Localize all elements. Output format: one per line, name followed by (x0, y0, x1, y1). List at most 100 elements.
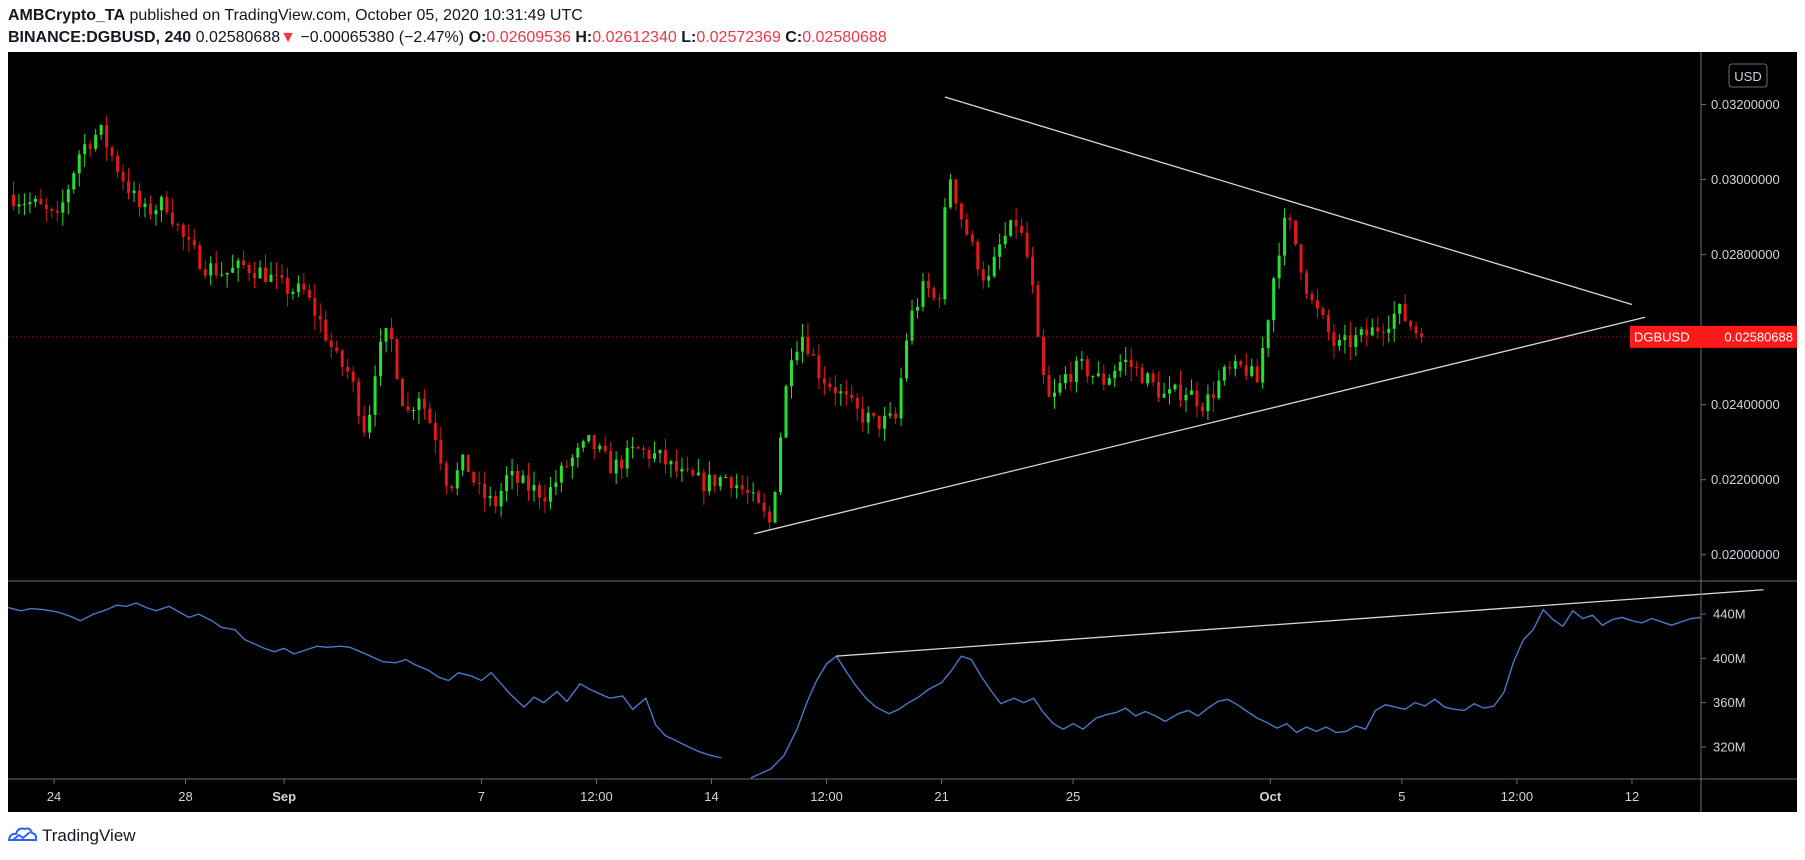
candle[interactable] (121, 164, 125, 190)
candle[interactable] (789, 348, 793, 399)
candle[interactable] (83, 133, 87, 167)
candle[interactable] (1140, 363, 1144, 384)
candle[interactable] (1135, 361, 1139, 377)
candle[interactable] (28, 192, 32, 214)
candle[interactable] (921, 272, 925, 312)
candle[interactable] (1337, 334, 1341, 351)
obv-series-line-2[interactable] (750, 608, 1770, 779)
candle[interactable] (1244, 353, 1248, 381)
candle[interactable] (1272, 276, 1276, 333)
chart-frame[interactable]: 0.03200000 0.03000000 0.02800000 0.02400000… (8, 52, 1797, 812)
candle[interactable] (116, 150, 120, 178)
candle[interactable] (444, 460, 448, 495)
candle[interactable] (33, 195, 37, 208)
candle[interactable] (94, 128, 98, 152)
candle[interactable] (1042, 329, 1046, 384)
candle[interactable] (110, 145, 114, 162)
time-axis[interactable]: 24 28 Sep 7 12:00 14 12:00 21 25 Oct 5 12:00 12 (47, 779, 1639, 804)
candle[interactable] (1315, 289, 1319, 319)
candle[interactable] (1392, 301, 1396, 342)
candle[interactable] (1096, 361, 1100, 378)
candle[interactable] (450, 484, 454, 493)
candle[interactable] (236, 257, 240, 282)
candle[interactable] (1058, 375, 1062, 396)
candle[interactable] (340, 348, 344, 377)
candle[interactable] (11, 181, 15, 211)
candle[interactable] (642, 445, 646, 459)
candle[interactable] (598, 443, 602, 453)
candle[interactable] (746, 475, 750, 505)
candle[interactable] (707, 461, 711, 496)
candle[interactable] (1113, 364, 1117, 388)
candle[interactable] (976, 238, 980, 276)
candle[interactable] (400, 377, 404, 407)
candle[interactable] (1326, 309, 1330, 341)
candle[interactable] (735, 473, 739, 499)
candle[interactable] (1233, 354, 1237, 377)
candle[interactable] (663, 438, 667, 474)
candle[interactable] (1129, 347, 1133, 382)
candle[interactable] (768, 506, 772, 530)
candle[interactable] (406, 392, 410, 413)
candle[interactable] (1189, 379, 1193, 395)
candle[interactable] (1250, 358, 1254, 378)
candle[interactable] (148, 195, 152, 220)
candle[interactable] (784, 384, 788, 439)
candle[interactable] (466, 454, 470, 473)
candle[interactable] (505, 466, 509, 502)
candle[interactable] (614, 451, 618, 485)
candle[interactable] (1151, 370, 1155, 387)
candle[interactable] (242, 250, 246, 269)
candle[interactable] (1069, 361, 1073, 392)
candle[interactable] (992, 247, 996, 278)
candle[interactable] (510, 458, 514, 490)
candle[interactable] (1359, 326, 1363, 343)
candle[interactable] (948, 173, 952, 210)
candle[interactable] (220, 261, 224, 277)
candle[interactable] (264, 254, 268, 284)
currency-button[interactable]: USD (1728, 63, 1768, 88)
candle[interactable] (751, 482, 755, 502)
candle[interactable] (888, 401, 892, 419)
candle[interactable] (899, 367, 903, 426)
candle[interactable] (1398, 303, 1402, 325)
candle[interactable] (499, 482, 503, 517)
candle[interactable] (916, 298, 920, 319)
candle[interactable] (291, 288, 295, 300)
candle[interactable] (1102, 364, 1106, 391)
candle[interactable] (959, 202, 963, 229)
candle[interactable] (1387, 315, 1391, 343)
candle[interactable] (1157, 371, 1161, 403)
candle[interactable] (1381, 323, 1385, 346)
candle[interactable] (691, 467, 695, 478)
candle[interactable] (1305, 269, 1309, 300)
tradingview-brand[interactable]: TradingView (42, 826, 136, 845)
candle[interactable] (351, 366, 355, 393)
candle[interactable] (439, 426, 443, 471)
candle[interactable] (981, 260, 985, 289)
candle[interactable] (521, 470, 525, 484)
candle[interactable] (143, 198, 147, 218)
candle[interactable] (225, 272, 229, 288)
candle[interactable] (1063, 366, 1067, 390)
candle[interactable] (1255, 358, 1259, 383)
candle[interactable] (22, 193, 26, 216)
candle[interactable] (740, 475, 744, 496)
candle[interactable] (39, 188, 43, 206)
candle[interactable] (653, 441, 657, 463)
candle[interactable] (587, 435, 591, 444)
candle[interactable] (850, 384, 854, 403)
candle[interactable] (187, 224, 191, 253)
candle[interactable] (1173, 383, 1177, 392)
candle[interactable] (384, 327, 388, 353)
candle[interactable] (543, 484, 547, 514)
candle[interactable] (50, 207, 54, 218)
candle[interactable] (1332, 324, 1336, 359)
candle[interactable] (937, 293, 941, 309)
candle[interactable] (127, 168, 131, 200)
obv-pane[interactable] (8, 589, 1770, 779)
candle[interactable] (198, 241, 202, 271)
candle[interactable] (674, 449, 678, 478)
candle[interactable] (1376, 316, 1380, 340)
candle[interactable] (1195, 381, 1199, 418)
